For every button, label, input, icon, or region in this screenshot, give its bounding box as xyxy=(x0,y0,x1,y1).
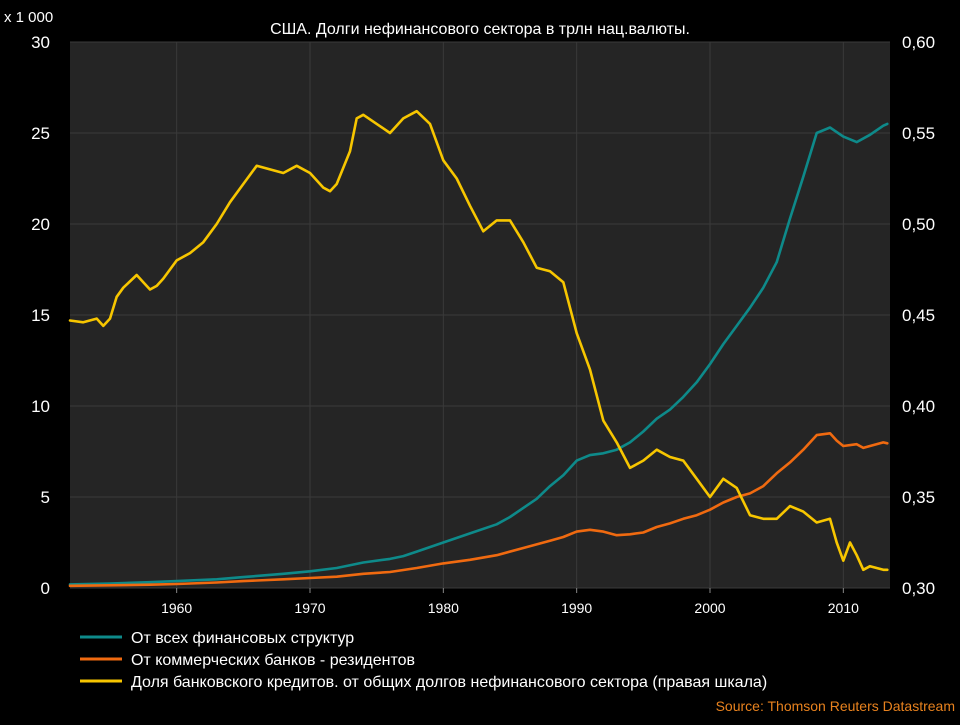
legend-label: От всех финансовых структур xyxy=(131,630,354,647)
legend-label: От коммерческих банков - резидентов xyxy=(131,652,415,669)
series-line-3 xyxy=(68,109,889,572)
x-axis: 1960 1970 1980 1990 2000 2010 xyxy=(161,588,859,616)
x-tick-label: 2000 xyxy=(694,600,725,616)
x-tick-label: 1960 xyxy=(161,600,192,616)
legend-label: Доля банковского кредитов. от общих долг… xyxy=(131,674,767,691)
x-tick-label: 2010 xyxy=(828,600,859,616)
y-tick-label-right: 0,60 xyxy=(902,33,935,52)
y-tick-label-left: 25 xyxy=(31,124,50,143)
y-tick-label-right: 0,40 xyxy=(902,397,935,416)
y-axis-left: 0 5 10 15 20 25 30 xyxy=(31,33,50,598)
y-tick-label-right: 0,55 xyxy=(902,124,935,143)
source-label: Source: Thomson Reuters Datastream xyxy=(716,698,955,714)
y-tick-label-right: 0,30 xyxy=(902,579,935,598)
series-line-1 xyxy=(68,122,889,586)
y-tick-label-right: 0,50 xyxy=(902,215,935,234)
y-axis-right: 0,30 0,35 0,40 0,45 0,50 0,55 0,60 xyxy=(902,33,935,598)
legend: От всех финансовых структур От коммерческ… xyxy=(80,630,767,691)
y-tick-label-left: 30 xyxy=(31,33,50,52)
chart-title: США. Долги нефинансового сектора в трлн … xyxy=(270,21,690,38)
y-tick-label-left: 20 xyxy=(31,215,50,234)
y-tick-label-right: 0,35 xyxy=(902,488,935,507)
series-lines xyxy=(68,109,889,588)
gridlines xyxy=(70,41,890,589)
y-tick-label-left: 15 xyxy=(31,306,50,325)
y-tick-label-left: 5 xyxy=(41,488,50,507)
x-tick-label: 1970 xyxy=(294,600,325,616)
x-tick-label: 1990 xyxy=(561,600,592,616)
x-tick-label: 1980 xyxy=(428,600,459,616)
scale-note: x 1 000 xyxy=(4,9,53,26)
y-tick-label-left: 0 xyxy=(41,579,50,598)
series-line-2 xyxy=(68,432,889,588)
y-tick-label-left: 10 xyxy=(31,397,50,416)
y-tick-label-right: 0,45 xyxy=(902,306,935,325)
